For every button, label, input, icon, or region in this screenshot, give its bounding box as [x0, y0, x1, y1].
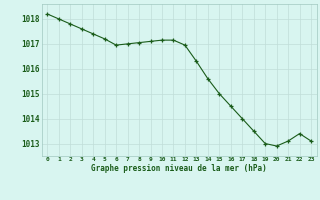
X-axis label: Graphe pression niveau de la mer (hPa): Graphe pression niveau de la mer (hPa): [91, 164, 267, 173]
